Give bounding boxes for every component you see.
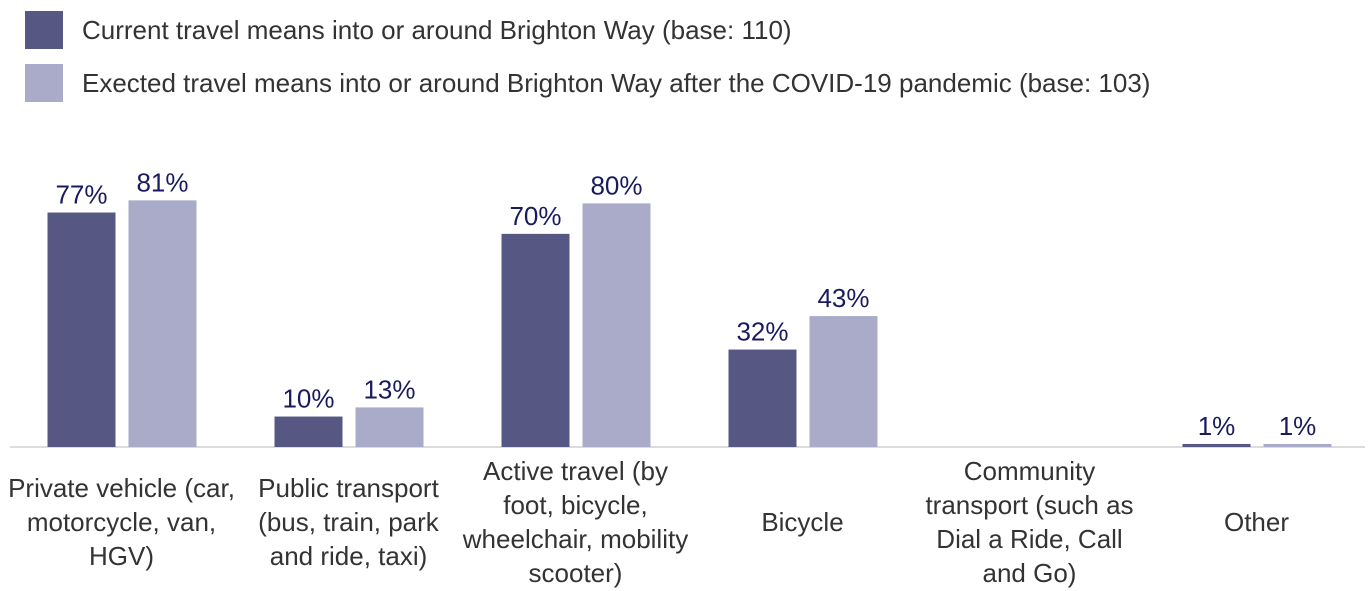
data-label: 81% [136,167,188,197]
bar [582,203,651,447]
bar [1182,443,1251,447]
x-tick-label: Bicycle [761,507,844,537]
data-label: 43% [817,283,869,313]
data-label: 80% [590,170,642,200]
bar [274,416,343,447]
data-label: 1% [1279,411,1317,441]
bar [809,316,878,447]
data-label: 10% [282,384,334,414]
data-label: 1% [1198,411,1236,441]
x-tick-label: Other [1223,507,1290,537]
legend-label: Current travel means into or around Brig… [82,15,792,45]
bar [128,200,197,447]
bar [728,349,797,447]
data-label: 13% [363,374,415,404]
x-tick-label: Private vehicle (car, motorcycle, van, H… [8,473,235,571]
x-tick-label: Active travel (by foot, bicycle, wheelch… [462,456,689,588]
x-tick-label: Public transport (bus, train, park and r… [258,473,439,571]
bar [1263,443,1332,447]
legend-swatch [25,64,63,102]
x-tick-label: Community transport (such as Dial a Ride… [925,456,1134,588]
legend-swatch [25,11,63,49]
legend-label: Exected travel means into or around Brig… [82,68,1150,98]
bar [47,212,116,447]
data-label: 77% [55,180,107,210]
data-label: 32% [736,317,788,347]
bar [355,407,424,447]
bar [501,233,570,447]
data-label: 70% [509,201,561,231]
